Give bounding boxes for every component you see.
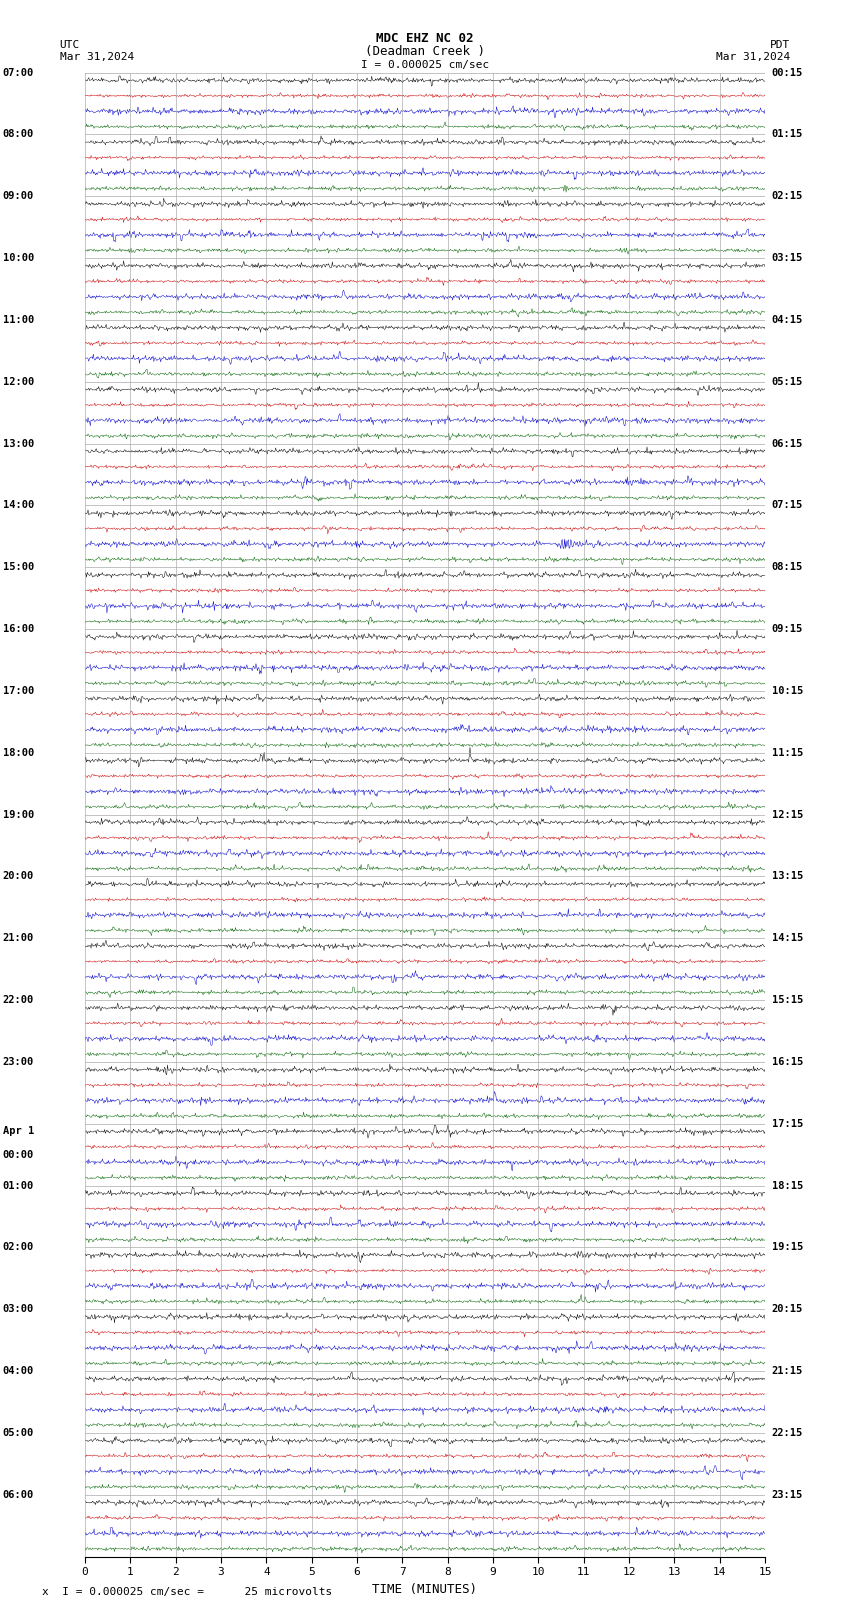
Text: 10:15: 10:15	[772, 686, 803, 695]
Text: 02:00: 02:00	[3, 1242, 34, 1252]
X-axis label: TIME (MINUTES): TIME (MINUTES)	[372, 1582, 478, 1595]
Text: 08:15: 08:15	[772, 563, 803, 573]
Text: 07:00: 07:00	[3, 68, 34, 77]
Text: 16:15: 16:15	[772, 1057, 803, 1066]
Text: 23:15: 23:15	[772, 1490, 803, 1500]
Text: 06:15: 06:15	[772, 439, 803, 448]
Text: 21:15: 21:15	[772, 1366, 803, 1376]
Text: MDC EHZ NC 02: MDC EHZ NC 02	[377, 32, 473, 45]
Text: 22:00: 22:00	[3, 995, 34, 1005]
Text: 16:00: 16:00	[3, 624, 34, 634]
Text: 17:15: 17:15	[772, 1119, 803, 1129]
Text: Mar 31,2024: Mar 31,2024	[717, 52, 790, 61]
Text: 13:15: 13:15	[772, 871, 803, 881]
Text: 01:15: 01:15	[772, 129, 803, 139]
Text: 11:15: 11:15	[772, 748, 803, 758]
Text: 20:00: 20:00	[3, 871, 34, 881]
Text: Apr 1: Apr 1	[3, 1126, 34, 1137]
Text: 14:15: 14:15	[772, 934, 803, 944]
Text: 09:00: 09:00	[3, 192, 34, 202]
Text: UTC: UTC	[60, 40, 80, 50]
Text: 20:15: 20:15	[772, 1305, 803, 1315]
Text: 08:00: 08:00	[3, 129, 34, 139]
Text: I = 0.000025 cm/sec: I = 0.000025 cm/sec	[361, 60, 489, 69]
Text: 09:15: 09:15	[772, 624, 803, 634]
Text: 22:15: 22:15	[772, 1428, 803, 1437]
Text: 02:15: 02:15	[772, 192, 803, 202]
Text: 18:15: 18:15	[772, 1181, 803, 1190]
Text: 05:00: 05:00	[3, 1428, 34, 1437]
Text: 07:15: 07:15	[772, 500, 803, 510]
Text: 15:00: 15:00	[3, 563, 34, 573]
Text: (Deadman Creek ): (Deadman Creek )	[365, 45, 485, 58]
Text: 17:00: 17:00	[3, 686, 34, 695]
Text: 19:00: 19:00	[3, 810, 34, 819]
Text: 21:00: 21:00	[3, 934, 34, 944]
Text: 03:15: 03:15	[772, 253, 803, 263]
Text: 18:00: 18:00	[3, 748, 34, 758]
Text: 03:00: 03:00	[3, 1305, 34, 1315]
Text: 00:15: 00:15	[772, 68, 803, 77]
Text: 15:15: 15:15	[772, 995, 803, 1005]
Text: 00:00: 00:00	[3, 1150, 34, 1160]
Text: 19:15: 19:15	[772, 1242, 803, 1252]
Text: 23:00: 23:00	[3, 1057, 34, 1066]
Text: 01:00: 01:00	[3, 1181, 34, 1190]
Text: 10:00: 10:00	[3, 253, 34, 263]
Text: 13:00: 13:00	[3, 439, 34, 448]
Text: PDT: PDT	[770, 40, 790, 50]
Text: 12:00: 12:00	[3, 377, 34, 387]
Text: 14:00: 14:00	[3, 500, 34, 510]
Text: 04:00: 04:00	[3, 1366, 34, 1376]
Text: Mar 31,2024: Mar 31,2024	[60, 52, 133, 61]
Text: 11:00: 11:00	[3, 315, 34, 324]
Text: 05:15: 05:15	[772, 377, 803, 387]
Text: 04:15: 04:15	[772, 315, 803, 324]
Text: x  I = 0.000025 cm/sec =      25 microvolts: x I = 0.000025 cm/sec = 25 microvolts	[42, 1587, 332, 1597]
Text: 12:15: 12:15	[772, 810, 803, 819]
Text: 06:00: 06:00	[3, 1490, 34, 1500]
